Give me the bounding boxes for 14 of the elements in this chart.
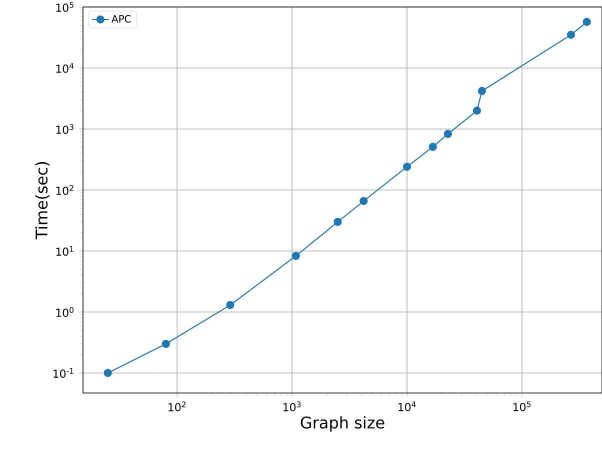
y-axis-title: Time(sec)	[35, 162, 50, 240]
x-tick-label: 10$^{5}$	[513, 402, 530, 412]
x-tick-label: 10$^{3}$	[284, 402, 301, 412]
y-tick-label: 10$^{3}$	[56, 124, 74, 134]
x-tick-label: 10$^{4}$	[398, 402, 416, 412]
x-axis-title: Graph size	[300, 416, 384, 432]
y-tick-label: 10$^{-1}$	[54, 368, 74, 378]
legend-label: APC	[112, 15, 131, 23]
y-tick-label: 10$^{0}$	[56, 307, 74, 317]
y-tick-label: 10$^{2}$	[56, 185, 74, 195]
x-tick-label: 10$^{2}$	[168, 402, 186, 412]
y-tick-label: 10$^{4}$	[56, 63, 74, 73]
y-tick-label: 10$^{1}$	[56, 246, 74, 256]
y-tick-label: 10$^{5}$	[56, 2, 74, 12]
